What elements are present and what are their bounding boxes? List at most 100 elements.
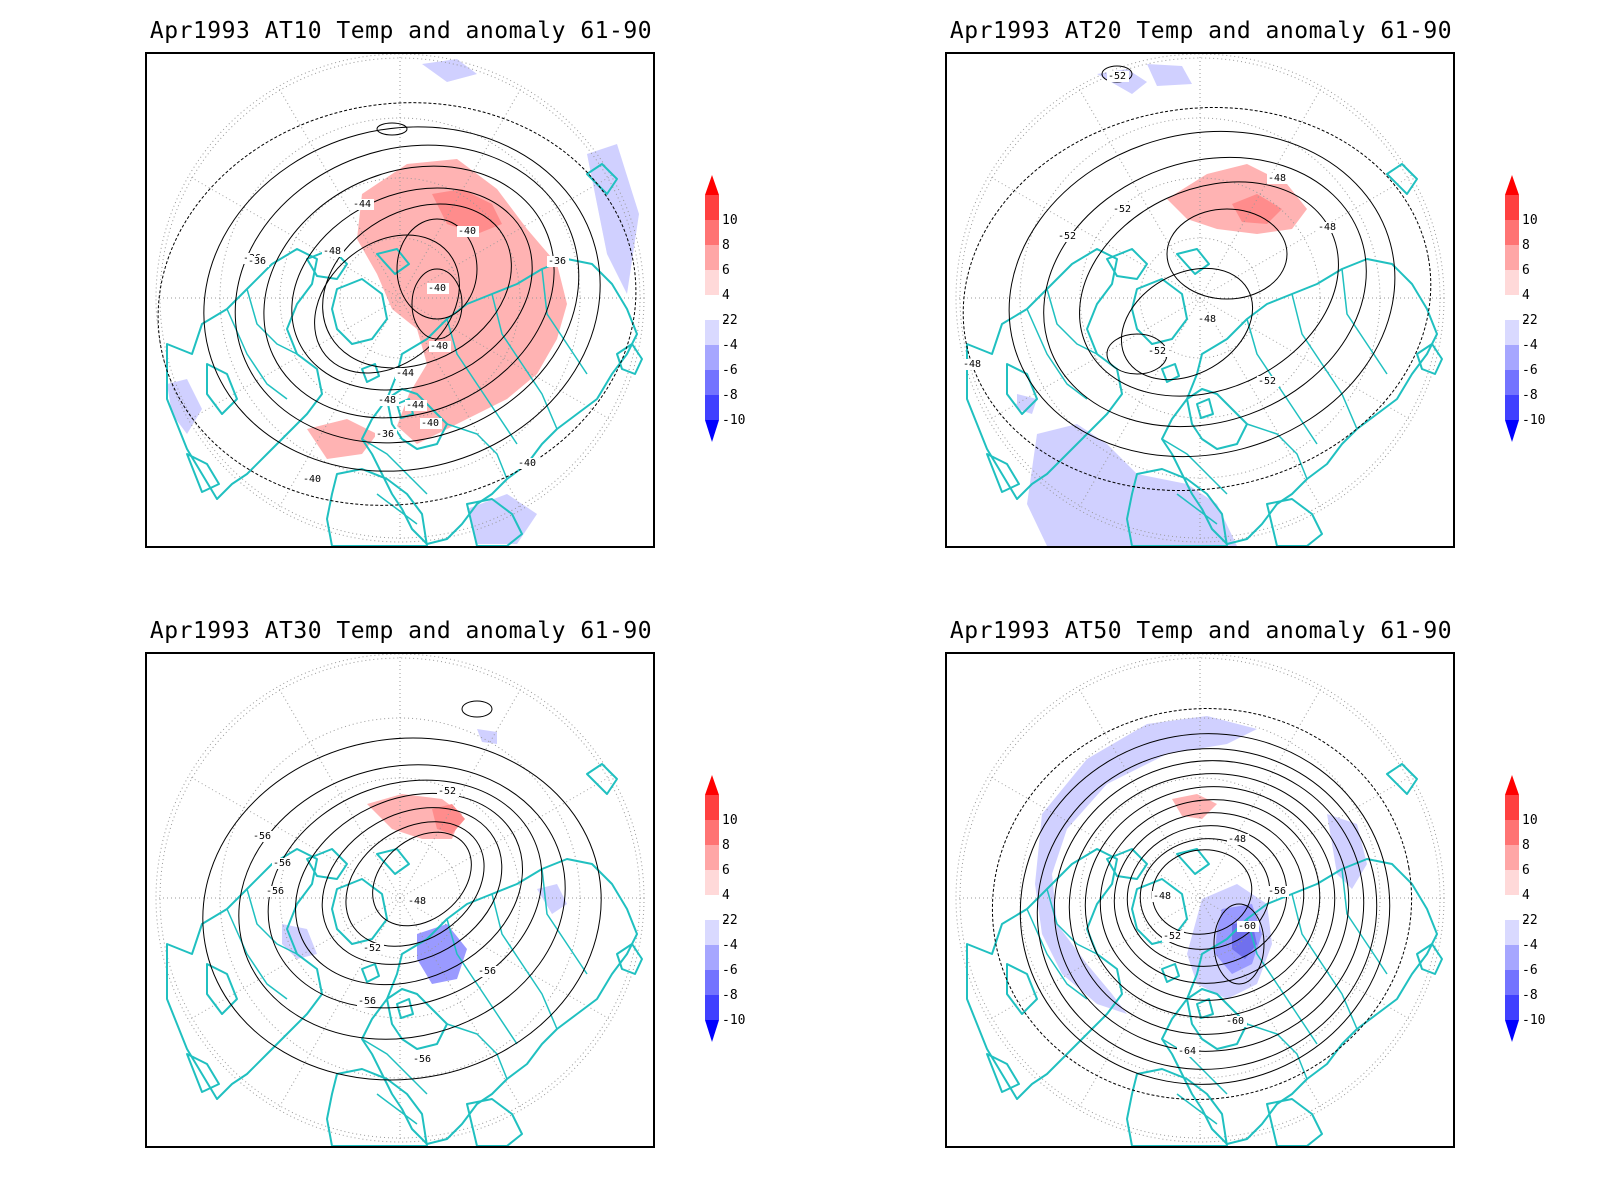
contour-label: -48 (1228, 834, 1246, 845)
polar-map: -48 -48 -52 -56 -60 -60 -64 (945, 652, 1455, 1148)
coastline (1266, 498, 1323, 546)
contour-label: -36 (248, 256, 266, 267)
colorbar-tick-label: 6 (1522, 263, 1530, 278)
contour-line (1019, 733, 1391, 1085)
contour-label: -48 (323, 246, 341, 257)
colorbar-tick-label: 8 (722, 238, 730, 253)
coastline (986, 1053, 1020, 1093)
longitude-line (399, 686, 523, 899)
contour-label: -56 (266, 886, 284, 897)
longitude-line (399, 175, 612, 299)
colorbar-segment (705, 345, 719, 370)
coastline (386, 988, 448, 1050)
contour-label: -40 (518, 458, 536, 469)
contour-line (263, 165, 555, 419)
country-border (1341, 868, 1388, 975)
colorbar-tick-label: 4 (722, 888, 730, 903)
colorbar-segment (1505, 245, 1519, 270)
outer-circle (955, 654, 1445, 1143)
contour-line (396, 218, 478, 320)
coastline (1161, 963, 1180, 983)
colorbar-segment (1505, 845, 1519, 870)
contour-line (314, 234, 460, 374)
contour-label: -48 (1318, 222, 1336, 233)
panel-at30: Apr1993 AT30 Temp and anomaly 61-90 -52-… (0, 600, 760, 1170)
longitude-line (988, 775, 1201, 899)
coastline (1386, 763, 1418, 795)
colorbar-tick-label: 8 (1522, 238, 1530, 253)
outer-circle (155, 654, 645, 1143)
country-border (1046, 288, 1098, 355)
polar-map: -36 -40 -44 -48 -40 -36 -40 -44 -48 -44 -40 -36 -40 -… (145, 52, 655, 548)
longitude-line (988, 897, 1201, 1021)
coastline (206, 963, 238, 1015)
contour-line (1166, 208, 1288, 300)
longitude-line (188, 897, 401, 1021)
colorbar-tick-label: 10 (722, 813, 738, 828)
country-border (1046, 888, 1098, 955)
contour-line (345, 821, 485, 947)
colorbar-tick-label: 2 (1522, 313, 1530, 328)
coastline (466, 1098, 523, 1146)
colorbar-arrow-bottom (1505, 420, 1519, 442)
anomaly-colorbar: 10 8 6 4 2 -2 -4 -6 -8 -10 (705, 175, 775, 455)
longitude-line (277, 897, 401, 1110)
colorbar-tick-label: 6 (722, 863, 730, 878)
longitude-line (399, 897, 523, 1110)
longitude-line (188, 775, 401, 899)
contour-label: -40 (303, 474, 321, 485)
colorbar-tick-label: -2 (722, 913, 738, 928)
colorbar-arrow-bottom (705, 1020, 719, 1042)
country-border (541, 268, 588, 375)
colorbar-tick-label: -2 (1522, 313, 1538, 328)
colorbar-tick-label: -10 (722, 1013, 745, 1028)
colorbar-tick-label: 10 (1522, 213, 1538, 228)
colorbar-segment (1505, 320, 1519, 345)
country-border (1291, 893, 1358, 1030)
panel-title: Apr1993 AT10 Temp and anomaly 61-90 (149, 18, 653, 44)
colorbar-segment (1505, 820, 1519, 845)
negative-anomaly-region (1035, 716, 1257, 1014)
colorbar-segment (705, 895, 719, 920)
contour-label: -36 (376, 429, 394, 440)
contour-label: -56 (273, 858, 291, 869)
contour-label: -56 (478, 966, 496, 977)
colorbar-tick-label: -6 (722, 963, 738, 978)
longitude-line (988, 297, 1201, 421)
colorbar-segment (1505, 295, 1519, 320)
country-border (1026, 908, 1088, 1000)
longitude-line (399, 86, 523, 299)
contour-line (267, 779, 543, 1009)
coastline (396, 998, 414, 1019)
colorbar-tick-label: -6 (1522, 963, 1538, 978)
contour-label: -44 (353, 199, 371, 210)
colorbar-arrow-top (705, 775, 719, 795)
anomaly-colorbar: 10 8 6 4 2 -2 -4 -6 -8 -10 (705, 775, 775, 1055)
coastline (1196, 998, 1214, 1019)
positive-anomaly-region (1232, 194, 1282, 224)
coastline (1266, 1098, 1323, 1146)
colorbar-tick-label: -10 (722, 413, 745, 428)
contour-label: -40 (428, 283, 446, 294)
colorbar-segment (1505, 995, 1519, 1020)
country-border (1341, 268, 1388, 375)
contour-label: -48 (1268, 173, 1286, 184)
coastline (186, 453, 220, 493)
coastline (986, 453, 1020, 493)
colorbar-segment (705, 795, 719, 820)
colorbar-tick-label: 6 (722, 263, 730, 278)
coastline (1176, 248, 1210, 275)
country-border (1246, 1023, 1308, 1080)
contour-label: -56 (1268, 886, 1286, 897)
longitude-line (988, 175, 1201, 299)
country-border (446, 423, 508, 480)
contour-label: -48 (1198, 314, 1216, 325)
positive-anomaly-region (432, 804, 465, 834)
coastline (616, 943, 643, 975)
colorbar-tick-label: -4 (722, 338, 738, 353)
colorbar-tick-label: -8 (1522, 388, 1538, 403)
coastline (361, 858, 638, 1145)
colorbar-tick-label: -10 (1522, 413, 1545, 428)
colorbar-segment (705, 945, 719, 970)
coastline (1196, 398, 1214, 419)
